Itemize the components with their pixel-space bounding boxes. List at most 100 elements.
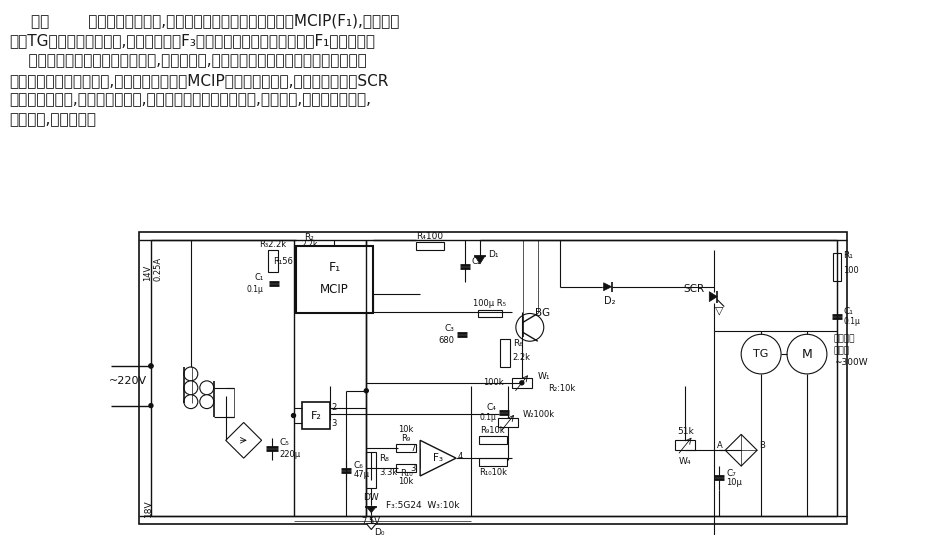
Text: W₁: W₁	[537, 372, 550, 382]
Text: 100: 100	[842, 266, 858, 275]
Circle shape	[787, 334, 827, 374]
Bar	[500, 339, 509, 367]
Bar	[675, 440, 695, 450]
Text: ~220V: ~220V	[109, 376, 147, 386]
Circle shape	[291, 413, 296, 418]
Polygon shape	[709, 292, 717, 302]
Text: D₂: D₂	[604, 295, 616, 306]
Text: W₂100k: W₂100k	[522, 410, 555, 419]
Text: 100μ R₅: 100μ R₅	[473, 299, 507, 308]
Text: C₅: C₅	[280, 438, 289, 447]
Text: 10μ: 10μ	[726, 479, 742, 487]
Text: B: B	[759, 441, 765, 450]
Text: R₁56: R₁56	[273, 258, 294, 266]
Circle shape	[184, 367, 198, 381]
Text: 感器TG检测电动机的速度,用运算放大器F₃作反相放大后输出信号馈送给F₁的输入端。: 感器TG检测电动机的速度,用运算放大器F₃作反相放大后输出信号馈送给F₁的输入端…	[9, 33, 375, 48]
Circle shape	[149, 364, 153, 368]
Text: 47μ: 47μ	[354, 471, 369, 480]
Text: C₃: C₃	[444, 324, 454, 333]
Circle shape	[200, 395, 214, 409]
Text: A: A	[717, 441, 723, 450]
Circle shape	[184, 395, 198, 409]
Text: 100k: 100k	[483, 378, 504, 388]
Text: C₄: C₄	[486, 403, 496, 412]
Polygon shape	[604, 283, 611, 291]
Text: C₇: C₇	[726, 468, 736, 478]
Bar	[512, 378, 532, 388]
Text: 10k: 10k	[398, 425, 414, 434]
Text: TG: TG	[754, 349, 769, 359]
Text: 交流感应: 交流感应	[834, 334, 856, 343]
Circle shape	[149, 364, 153, 368]
Text: BG: BG	[535, 308, 550, 319]
Text: R₁₀10k: R₁₀10k	[479, 467, 507, 476]
Text: 0.1μ: 0.1μ	[246, 285, 264, 294]
Text: F₃:5G24  W₃:10k: F₃:5G24 W₃:10k	[386, 501, 460, 510]
Circle shape	[200, 381, 214, 395]
Bar	[479, 458, 507, 466]
Text: R₁: R₁	[842, 251, 853, 260]
Bar	[139, 232, 847, 523]
Text: R₉10k: R₉10k	[480, 426, 506, 435]
Circle shape	[520, 381, 523, 385]
Text: 电动机: 电动机	[834, 346, 850, 355]
Text: W₄: W₄	[679, 457, 691, 466]
Text: R₆: R₆	[513, 338, 522, 348]
Text: 2: 2	[332, 403, 337, 412]
Text: D₀: D₀	[374, 528, 384, 537]
Text: 如图        所示相位控制部分,使用了余弦控制方式的集成电路MCIP(F₁),用转速传: 如图 所示相位控制部分,使用了余弦控制方式的集成电路MCIP(F₁),用转速传	[32, 13, 399, 28]
Bar	[833, 253, 841, 281]
Text: 4: 4	[458, 452, 464, 461]
Text: C₂: C₂	[472, 258, 481, 266]
Circle shape	[149, 404, 153, 407]
Bar	[416, 242, 444, 250]
Polygon shape	[367, 507, 376, 513]
Text: 器输出电压也降低。这时,反相放大器输出使MCIP的输出信号增大,通过双向可控硅SCR: 器输出电压也降低。这时,反相放大器输出使MCIP的输出信号增大,通过双向可控硅S…	[9, 73, 389, 88]
Text: 680: 680	[438, 336, 454, 345]
Text: ▽: ▽	[715, 306, 723, 315]
Bar	[479, 437, 507, 444]
Text: R₄100: R₄100	[416, 232, 444, 241]
Text: 10k: 10k	[398, 478, 414, 486]
Polygon shape	[475, 256, 485, 264]
Text: R₁₀: R₁₀	[400, 469, 412, 479]
Text: R₈: R₈	[379, 454, 389, 462]
Text: ~300W: ~300W	[834, 358, 868, 367]
Text: R₂:10k: R₂:10k	[548, 384, 575, 393]
Text: 0.1μ: 0.1μ	[843, 317, 861, 326]
Text: 3: 3	[411, 464, 416, 473]
Text: 2.2k: 2.2k	[513, 353, 531, 362]
Text: F₁: F₁	[328, 261, 341, 274]
Bar	[296, 246, 373, 314]
Text: F₂: F₂	[311, 411, 322, 420]
Text: 3: 3	[332, 419, 337, 428]
Bar	[367, 452, 376, 488]
Text: 7: 7	[411, 444, 416, 453]
Bar	[268, 250, 277, 272]
Text: 3.3k: 3.3k	[379, 467, 397, 476]
Bar	[397, 464, 416, 472]
Text: 18V: 18V	[144, 500, 153, 517]
Polygon shape	[367, 523, 376, 529]
Text: R₉: R₉	[401, 434, 411, 443]
Circle shape	[516, 314, 544, 341]
Text: D₁: D₁	[488, 250, 498, 259]
Text: 2.2k: 2.2k	[301, 240, 317, 248]
Text: 14V
0.25A: 14V 0.25A	[143, 257, 162, 281]
Circle shape	[364, 389, 369, 393]
Text: R₃2.2k: R₃2.2k	[259, 240, 286, 248]
Text: 当电动机在某一设定速度转动时,若负载增加,速度便降低。与转速成正比的转速传感: 当电动机在某一设定速度转动时,若负载增加,速度便降低。与转速成正比的转速传感	[9, 53, 367, 68]
Text: C₆: C₆	[354, 460, 363, 469]
Text: DW: DW	[364, 493, 379, 502]
Bar	[397, 444, 416, 452]
Bar	[478, 309, 502, 317]
Text: 电机减速,维持恒速。: 电机减速,维持恒速。	[9, 112, 96, 127]
Text: F₃: F₃	[433, 453, 443, 463]
Text: 220μ: 220μ	[280, 450, 300, 459]
Bar	[498, 418, 518, 427]
Text: 使负载电压增加,电动机转速增大,这就保持恒定的转速。反之,负载减轻,与上述情况相反,: 使负载电压增加,电动机转速增大,这就保持恒定的转速。反之,负载减轻,与上述情况相…	[9, 93, 371, 108]
Circle shape	[741, 334, 781, 374]
Text: 51k: 51k	[677, 427, 694, 436]
Bar	[302, 402, 330, 430]
Text: C₁: C₁	[255, 273, 264, 282]
